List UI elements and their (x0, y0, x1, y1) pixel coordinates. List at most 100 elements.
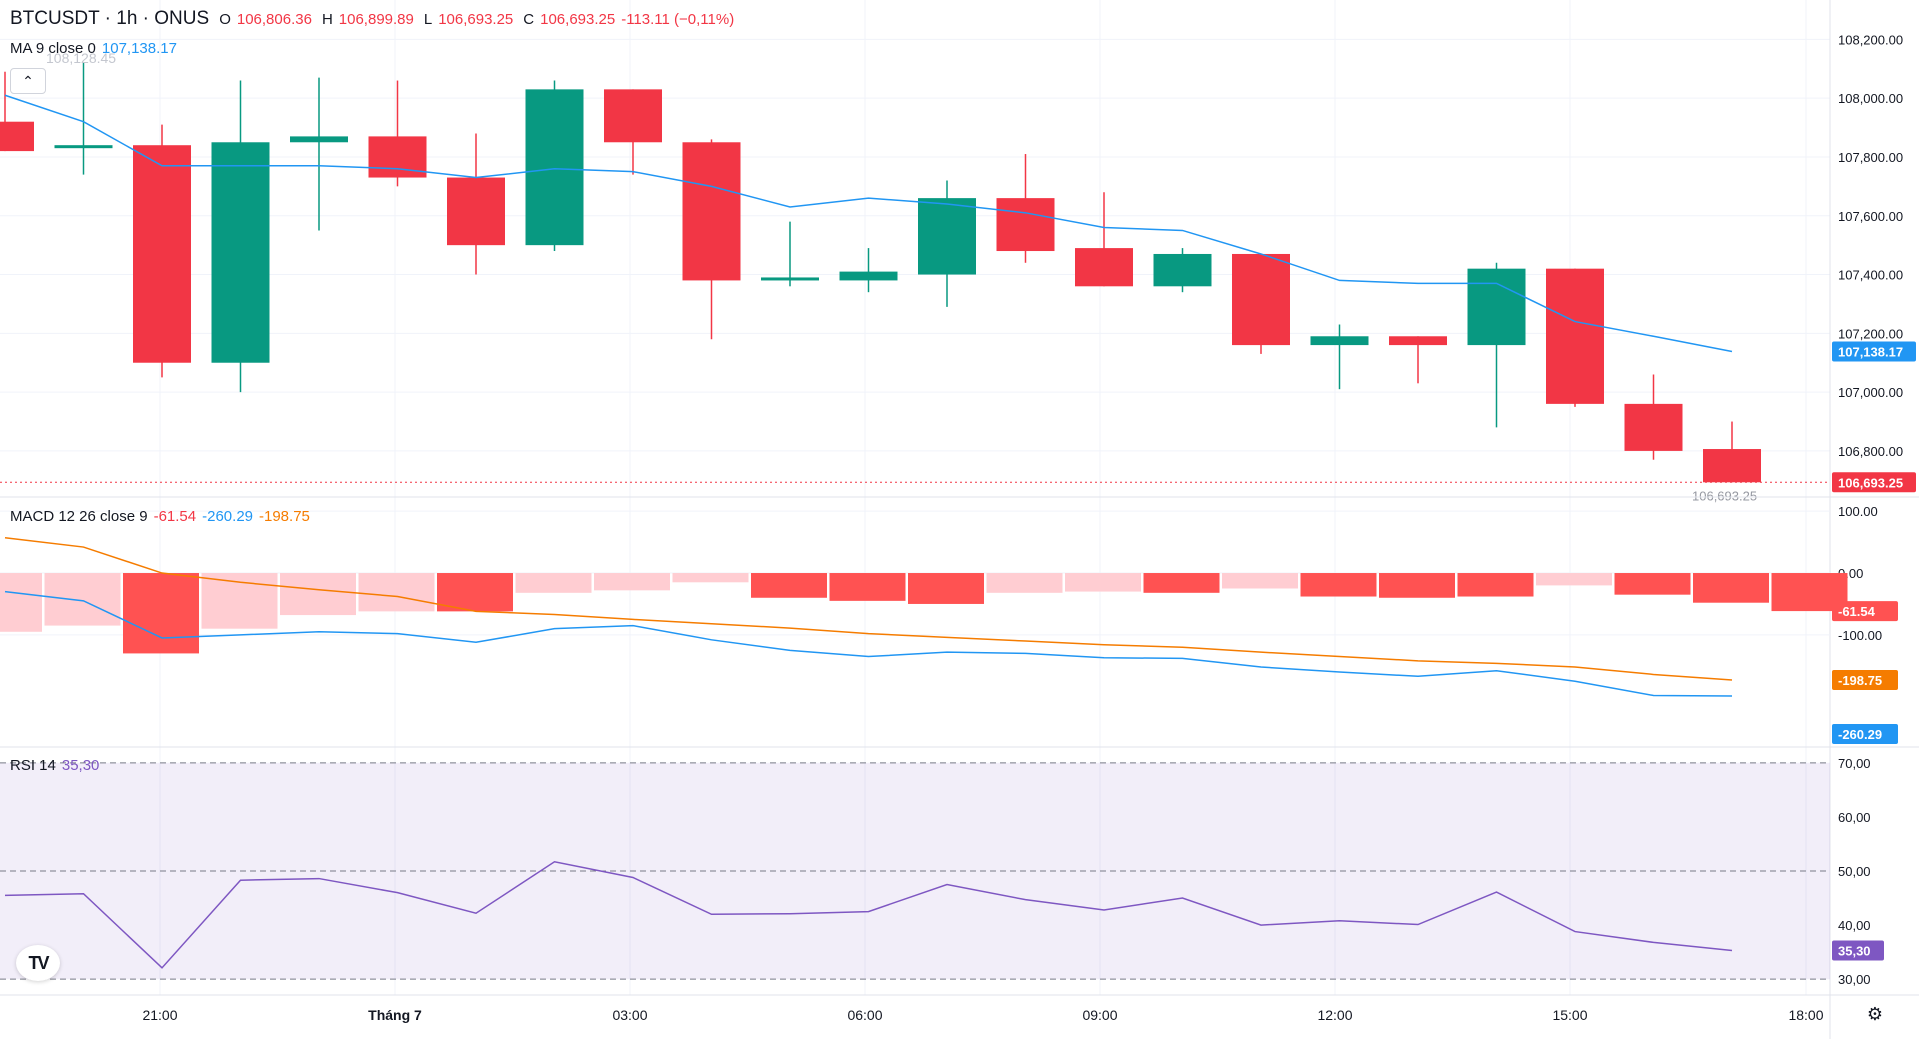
macd-histogram-bar (751, 573, 827, 598)
macd-histogram-bar (123, 573, 199, 654)
change-value: -113.11 (−0,11%) (621, 11, 735, 28)
candle-body (1546, 268, 1604, 404)
macd-line (4, 590, 1733, 697)
symbol-legend: BTCUSDT · 1h · ONUS O 106,806.36 H 106,899… (10, 8, 734, 30)
macd-histogram-bar (1379, 573, 1455, 598)
time-tick-label: 06:00 (847, 1007, 882, 1023)
signal-badge (1832, 670, 1898, 691)
candle-body (1703, 449, 1761, 483)
chevron-up-icon: ⌃ (22, 72, 34, 89)
rsi-badge-text: 35,30 (1838, 944, 1871, 959)
rsi-badge (1832, 940, 1884, 961)
low-key: L (423, 11, 433, 28)
macd-histogram-bar (44, 573, 121, 626)
candle-body (0, 121, 34, 152)
ma-price-badge-text: 107,138.17 (1838, 345, 1903, 360)
open-value: 106,806.36 (236, 11, 312, 28)
candle-body (1310, 336, 1369, 346)
macd-value: -61.54 (153, 508, 197, 525)
macd-histogram-bar (1300, 573, 1377, 597)
candle-body (1389, 336, 1447, 346)
ma-label: MA 9 close 0 (10, 40, 96, 57)
macd-tick-label: 100.00 (1838, 504, 1878, 519)
macd-histogram-bar (1614, 573, 1691, 595)
macd-histogram-bar (358, 573, 435, 612)
price-tick-label: 107,400.00 (1838, 268, 1903, 283)
gear-icon[interactable]: ⚙ (1866, 1004, 1883, 1024)
last-price-badge-text: 106,693.25 (1838, 475, 1903, 490)
macd-line-badge (1832, 723, 1898, 744)
candle-body (1624, 403, 1683, 451)
rsi-value: 35,30 (61, 757, 100, 774)
close-key: C (523, 11, 535, 28)
macd-histogram-bar (515, 573, 592, 593)
rsi-tick-label: 30,00 (1838, 972, 1871, 987)
rsi-tick-label: 60,00 (1838, 810, 1871, 825)
candle-body (839, 271, 898, 281)
macd-histogram-bar (908, 573, 984, 604)
candle-body (996, 198, 1055, 252)
price-tick-label: 107,800.00 (1838, 150, 1903, 165)
logo-text: TV (28, 952, 49, 973)
candle-body (604, 89, 662, 143)
macd-badge-text: -61.54 (1838, 604, 1876, 619)
candle-body (54, 145, 113, 149)
candle-body (447, 177, 505, 246)
candle-body (1467, 268, 1526, 346)
time-tick-label: 09:00 (1082, 1007, 1117, 1023)
macd-signal-value: -260.29 (202, 508, 253, 525)
macd-histogram-bar (1536, 573, 1612, 586)
price-tick-label: 107,000.00 (1838, 385, 1903, 400)
price-tick-label: 106,800.00 (1838, 444, 1903, 459)
high-value: 106,899.89 (338, 11, 414, 28)
time-tick-label: 15:00 (1552, 1007, 1587, 1023)
time-tick-label: Tháng 7 (368, 1007, 422, 1023)
time-tick-label: 03:00 (612, 1007, 647, 1023)
candle-body (761, 277, 819, 281)
time-tick-label: 21:00 (142, 1007, 177, 1023)
macd-tick-label: -100.00 (1838, 628, 1882, 643)
last-price-badge (1832, 472, 1916, 493)
macd-histogram-bar (1065, 573, 1141, 592)
macd-histogram-bar (1693, 573, 1769, 603)
macd-hist-value: -198.75 (259, 508, 310, 525)
rsi-legend[interactable]: RSI 14 35,30 (10, 757, 99, 774)
signal-badge-text: -198.75 (1838, 673, 1882, 688)
macd-histogram-bar (280, 573, 356, 616)
macd-histogram-bar (672, 573, 749, 583)
candle-body (290, 136, 348, 143)
macd-histogram-bar (1457, 573, 1534, 597)
symbol-title[interactable]: BTCUSDT · 1h · ONUS (10, 8, 210, 29)
candle-body (525, 89, 584, 246)
ma-legend[interactable]: MA 9 close 0 107,138.17 (10, 40, 177, 57)
candle-body (133, 145, 191, 363)
macd-histogram-bar (986, 573, 1063, 593)
collapse-legend-button[interactable]: ⌃ (10, 68, 46, 94)
candle-body (211, 142, 270, 363)
macd-badge (1832, 601, 1898, 622)
macd-histogram-bar (0, 573, 42, 632)
ma9-line (4, 94, 1733, 353)
candle-body (1232, 253, 1290, 346)
tradingview-logo-icon[interactable]: TV (16, 945, 60, 981)
open-key: O (219, 11, 231, 28)
time-tick-label: 18:00 (1788, 1007, 1823, 1023)
ma-price-badge (1832, 341, 1916, 362)
macd-histogram-bar (829, 573, 906, 601)
price-tick-label: 108,200.00 (1838, 32, 1903, 47)
rsi-label: RSI 14 (10, 757, 56, 774)
macd-histogram-bar (1143, 573, 1220, 593)
macd-histogram-bar (437, 573, 513, 612)
rsi-tick-label: 70,00 (1838, 756, 1871, 771)
macd-label: MACD 12 26 close 9 (10, 508, 148, 525)
signal-line (4, 537, 1733, 681)
macd-line-badge-text: -260.29 (1838, 727, 1882, 742)
candle-body (918, 198, 976, 275)
candle-body (682, 142, 741, 281)
rsi-line (4, 861, 1733, 969)
high-key: H (321, 11, 333, 28)
price-tick-label: 107,200.00 (1838, 326, 1903, 341)
rsi-tick-label: 40,00 (1838, 918, 1871, 933)
macd-legend[interactable]: MACD 12 26 close 9 -61.54 -260.29 -198.7… (10, 508, 310, 525)
